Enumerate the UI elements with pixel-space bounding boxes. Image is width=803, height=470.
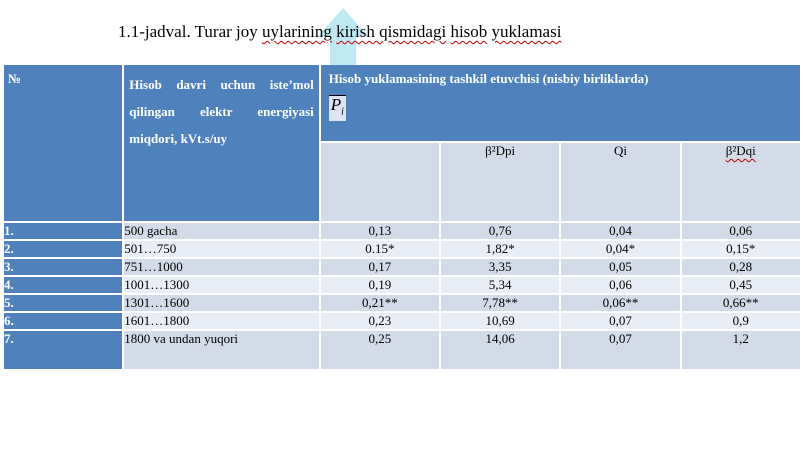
- row-range: 501…750: [124, 241, 319, 257]
- header-load-components-label: Hisob yuklamasining tashkil etuvchisi (n…: [328, 71, 649, 86]
- cell-beta-dpi: 1,82*: [441, 241, 560, 257]
- table-row: 4. 1001…1300 0,19 5,34 0,06 0,45: [4, 277, 800, 293]
- table-row: 3. 751…1000 0,17 3,35 0,05 0,28: [4, 259, 800, 275]
- cell-beta-dqi: 0,15*: [681, 241, 800, 257]
- cell-beta-dqi: 1,2: [681, 331, 800, 369]
- row-range: 500 gacha: [124, 223, 319, 239]
- cell-qi: 0,07: [561, 313, 680, 329]
- cell-beta-dpi: 10,69: [441, 313, 560, 329]
- cell-beta-dpi: 3,35: [441, 259, 560, 275]
- subheader-beta-dqi: β²Dqi: [681, 143, 800, 221]
- table-row: 7. 1800 va undan yuqori 0,25 14,06 0,07 …: [4, 331, 800, 369]
- row-number: 6.: [4, 313, 123, 329]
- row-number: 4.: [4, 277, 123, 293]
- cell-p-mean: 0,13: [320, 223, 440, 239]
- row-number: 3.: [4, 259, 123, 275]
- row-number: 1.: [4, 223, 123, 239]
- cell-p-mean: 0,19: [320, 277, 440, 293]
- cell-qi: 0,06**: [561, 295, 680, 311]
- p-bar-symbol: Pi: [328, 95, 346, 122]
- table-row: 6. 1601…1800 0,23 10,69 0,07 0,9: [4, 313, 800, 329]
- cell-qi: 0,07: [561, 331, 680, 369]
- cell-qi: 0,04: [561, 223, 680, 239]
- header-energy-consumption: Hisob davri uchun iste’mol qilingan elek…: [124, 65, 319, 221]
- header-load-components: Hisob yuklamasining tashkil etuvchisi (n…: [320, 65, 800, 141]
- row-number: 5.: [4, 295, 123, 311]
- row-range: 751…1000: [124, 259, 319, 275]
- cell-p-mean: 0.15*: [320, 241, 440, 257]
- cell-qi: 0,06: [561, 277, 680, 293]
- cell-beta-dpi: 0,76: [441, 223, 560, 239]
- subheader-qi: Qi: [561, 143, 680, 221]
- table-row: 1. 500 gacha 0,13 0,76 0,04 0,06: [4, 223, 800, 239]
- table-row: 5. 1301…1600 0,21** 7,78** 0,06** 0,66**: [4, 295, 800, 311]
- subheader-beta-dpi: β²Dpi: [441, 143, 560, 221]
- cell-p-mean: 0,17: [320, 259, 440, 275]
- cell-beta-dpi: 14,06: [441, 331, 560, 369]
- subheader-p-mean: [320, 143, 440, 221]
- header-number: №: [4, 65, 123, 221]
- cell-beta-dqi: 0,45: [681, 277, 800, 293]
- row-range: 1001…1300: [124, 277, 319, 293]
- load-table: № Hisob davri uchun iste’mol qilingan el…: [2, 63, 802, 371]
- row-range: 1301…1600: [124, 295, 319, 311]
- cell-qi: 0,05: [561, 259, 680, 275]
- cell-p-mean: 0,23: [320, 313, 440, 329]
- cell-beta-dqi: 0,9: [681, 313, 800, 329]
- table-row: 2. 501…750 0.15* 1,82* 0,04* 0,15*: [4, 241, 800, 257]
- cell-beta-dqi: 0,66**: [681, 295, 800, 311]
- table-caption: 1.1-jadval. Turar joy uylarining kirish …: [118, 22, 562, 41]
- cell-p-mean: 0,21**: [320, 295, 440, 311]
- cell-beta-dqi: 0,28: [681, 259, 800, 275]
- cell-beta-dqi: 0,06: [681, 223, 800, 239]
- cell-beta-dpi: 7,78**: [441, 295, 560, 311]
- cell-p-mean: 0,25: [320, 331, 440, 369]
- row-number: 2.: [4, 241, 123, 257]
- row-number: 7.: [4, 331, 123, 369]
- cell-qi: 0,04*: [561, 241, 680, 257]
- row-range: 1800 va undan yuqori: [124, 331, 319, 369]
- row-range: 1601…1800: [124, 313, 319, 329]
- cell-beta-dpi: 5,34: [441, 277, 560, 293]
